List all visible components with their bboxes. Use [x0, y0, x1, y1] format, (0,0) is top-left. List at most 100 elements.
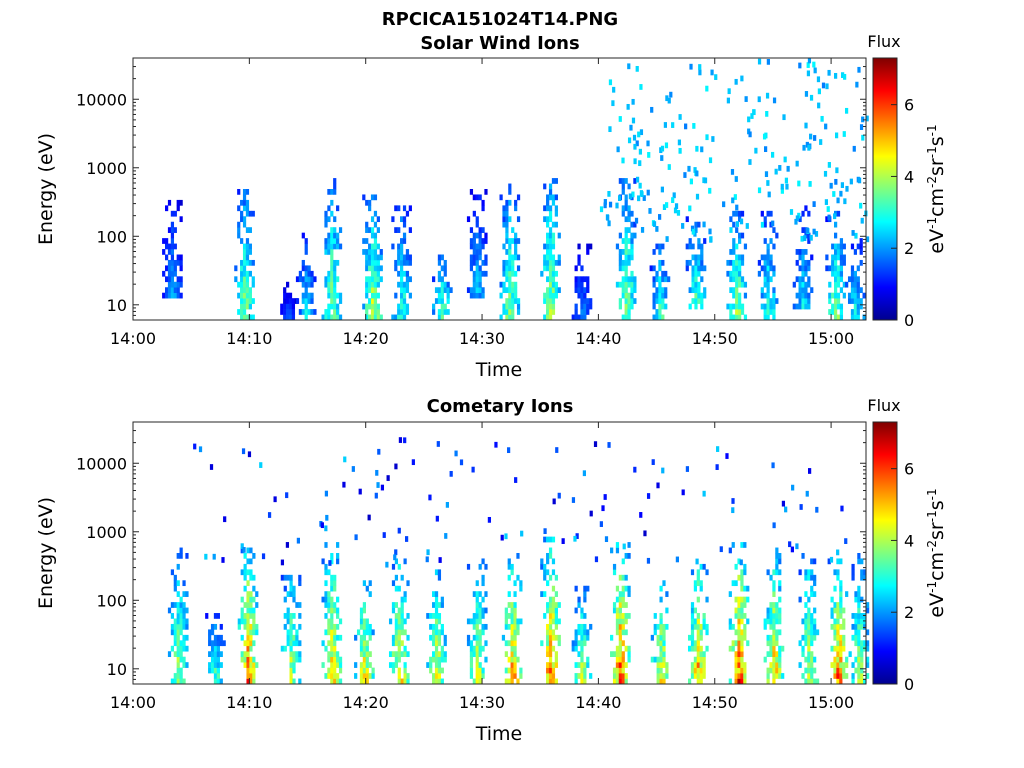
heatmap-cell — [402, 292, 407, 299]
heatmap-cell — [851, 569, 855, 576]
heatmap-cell — [242, 249, 247, 255]
heatmap-cell — [252, 596, 256, 603]
heatmap-cell — [772, 607, 776, 614]
heatmap-cell — [167, 259, 172, 266]
heatmap-cell — [854, 656, 858, 663]
heatmap-cell — [388, 662, 393, 668]
heatmap-cell — [304, 265, 308, 272]
heatmap-cell — [365, 287, 369, 294]
heatmap-cell — [624, 276, 628, 283]
heatmap-cell — [621, 259, 625, 266]
plot-frame — [132, 57, 867, 321]
heatmap-cell — [738, 292, 742, 299]
heatmap-cell — [766, 254, 770, 261]
heatmap-cell — [391, 580, 396, 587]
heatmap-cell — [179, 254, 183, 261]
heatmap-cell — [735, 303, 739, 310]
heatmap-cell — [548, 536, 553, 543]
heatmap-cell — [557, 492, 561, 499]
heatmap-cell — [242, 243, 247, 250]
heatmap-cell — [307, 292, 311, 299]
heatmap-cell — [307, 265, 311, 272]
heatmap-cell — [546, 640, 550, 647]
heatmap-cell — [627, 591, 631, 597]
heatmap-cell — [627, 259, 631, 266]
heatmap-cell — [810, 656, 814, 663]
heatmap-cell — [627, 249, 631, 255]
heatmap-cell — [699, 645, 703, 652]
heatmap-cell — [772, 678, 776, 685]
heatmap-cell — [856, 265, 860, 272]
heatmap-cell — [646, 493, 651, 499]
heatmap-cell — [327, 569, 331, 576]
heatmap-cell — [842, 667, 846, 674]
heatmap-cell — [289, 613, 293, 619]
heatmap-cell — [333, 270, 337, 277]
heatmap-cell — [516, 265, 521, 272]
heatmap-cell — [738, 232, 742, 239]
heatmap-cell — [472, 259, 476, 266]
x-axis-ticks: 14:00 14:10 14:20 14:30 14:40 14:50 15:00 — [110, 422, 854, 712]
heatmap-cell — [807, 607, 811, 614]
heatmap-cell — [243, 623, 247, 630]
heatmap-cell — [772, 265, 776, 272]
heatmap-cell — [690, 629, 695, 636]
heatmap-cell — [734, 176, 738, 182]
heatmap-cell — [866, 629, 870, 636]
heatmap-cell — [478, 678, 482, 685]
heatmap-cell — [607, 442, 611, 448]
heatmap-cell — [245, 238, 250, 244]
heatmap-cell — [574, 678, 578, 685]
heatmap-cell — [850, 243, 855, 250]
heatmap-cell — [696, 613, 700, 619]
heatmap-cell — [853, 303, 857, 310]
heatmap-cell — [552, 498, 556, 505]
heatmap-cell — [182, 623, 186, 630]
heatmap-cell — [737, 607, 741, 614]
heatmap-cell — [240, 569, 244, 576]
heatmap-cell — [810, 287, 814, 294]
heatmap-cell — [432, 309, 436, 315]
heatmap-cell — [185, 662, 189, 668]
heatmap-cell — [434, 640, 439, 647]
heatmap-cell — [760, 303, 764, 310]
heatmap-cell — [245, 249, 250, 255]
heatmap-cell — [842, 623, 846, 630]
heatmap-cell — [760, 210, 764, 217]
heatmap-cell — [575, 533, 579, 539]
heatmap-cell — [351, 466, 355, 472]
heatmap-cell — [362, 640, 366, 647]
heatmap-cell — [475, 634, 479, 641]
heatmap-cell — [434, 607, 439, 614]
heatmap-cell — [574, 287, 578, 294]
heatmap-cell — [400, 238, 404, 244]
heatmap-cell — [478, 254, 482, 261]
heatmap-cell — [766, 259, 770, 266]
heatmap-cell — [327, 270, 331, 277]
heatmap-cell — [330, 629, 334, 636]
heatmap-cell — [801, 673, 805, 679]
heatmap-cell — [651, 459, 655, 465]
heatmap-cell — [338, 656, 343, 663]
heatmap-cell — [621, 667, 625, 674]
heatmap-cell — [850, 270, 855, 277]
heatmap-cell — [370, 232, 375, 239]
heatmap-cell — [801, 254, 805, 261]
heatmap-cell — [543, 254, 547, 261]
heatmap-cell — [394, 558, 398, 565]
heatmap-cell — [621, 640, 625, 647]
heatmap-cell — [746, 618, 750, 625]
heatmap-cell — [434, 651, 439, 658]
heatmap-cell — [659, 656, 663, 663]
heatmap-cell — [653, 613, 657, 619]
heatmap-cell — [446, 292, 450, 299]
heatmap-cell — [548, 287, 553, 294]
heatmap-cell — [627, 585, 631, 592]
heatmap-cell — [772, 243, 776, 250]
heatmap-cell — [639, 84, 643, 90]
heatmap-cell — [615, 202, 619, 209]
heatmap-cell — [307, 298, 311, 304]
heatmap-cell — [176, 287, 180, 294]
heatmap-cell — [210, 662, 215, 668]
